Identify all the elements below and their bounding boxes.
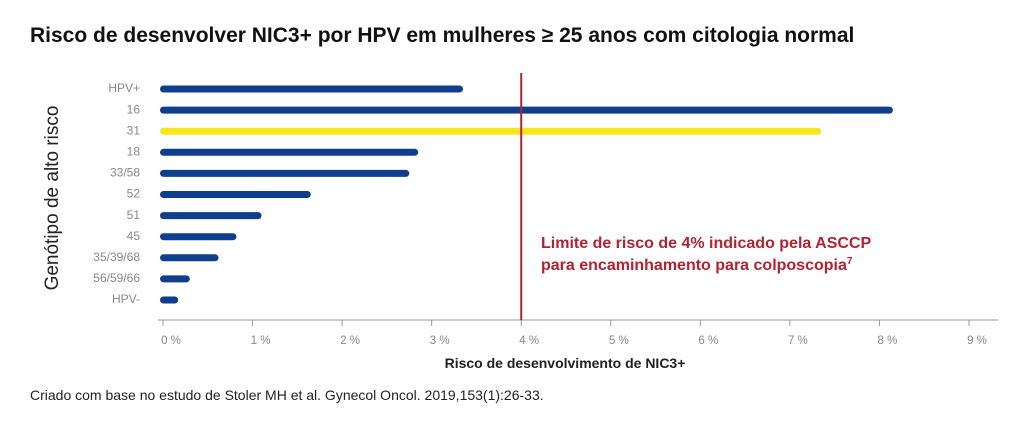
reference-superscript: 7 bbox=[847, 256, 853, 267]
category-label: 31 bbox=[127, 123, 141, 137]
x-tick-label: 0 % bbox=[161, 335, 181, 347]
reference-annotation: Limite de risco de 4% indicado pela ASCC… bbox=[541, 235, 871, 252]
category-label: 52 bbox=[127, 187, 141, 201]
category-label: HPV- bbox=[112, 292, 140, 306]
reference-annotation-line2: para encaminhamento para colposcopia bbox=[541, 257, 847, 274]
category-label: 45 bbox=[127, 229, 141, 243]
x-axis-label: Risco de desenvolvimento de NIC3+ bbox=[445, 355, 686, 371]
bar-hpv bbox=[160, 85, 464, 93]
category-label: 56/59/66 bbox=[93, 271, 140, 285]
y-axis-label: Genótipo de alto risco bbox=[42, 106, 63, 291]
category-label: 16 bbox=[127, 102, 141, 116]
reference-annotation-line1: Limite de risco de 4% indicado pela ASCC… bbox=[541, 235, 871, 252]
x-tick-label: 1 % bbox=[251, 335, 271, 347]
bars-group bbox=[160, 85, 893, 304]
bar-31 bbox=[160, 127, 822, 135]
bar-33-58 bbox=[160, 169, 410, 177]
category-label: 33/58 bbox=[110, 166, 140, 180]
category-label: HPV+ bbox=[108, 81, 140, 95]
x-tick-label: 8 % bbox=[878, 335, 898, 347]
x-tick-label: 5 % bbox=[609, 335, 629, 347]
chart-title: Risco de desenvolver NIC3+ por HPV em mu… bbox=[30, 24, 855, 47]
x-tick-label: 3 % bbox=[430, 335, 450, 347]
bar-35-39-68 bbox=[160, 254, 219, 262]
bar-51 bbox=[160, 212, 262, 220]
category-labels: HPV+ 16 31 18 33/58 52 51 45 35/39/68 56/59/66 HPV… bbox=[93, 81, 140, 306]
x-tick-label: 7 % bbox=[788, 335, 808, 347]
x-tick-label: 4 % bbox=[519, 335, 539, 347]
category-label: 35/39/68 bbox=[93, 250, 140, 264]
x-ticks: 0 % 1 % 2 % 3 % 4 % 5 % 6 % 7 % 8 % 9 % bbox=[161, 320, 987, 347]
bar-18 bbox=[160, 148, 419, 156]
bar-45 bbox=[160, 233, 237, 241]
bar-hpv bbox=[160, 296, 179, 304]
x-tick-label: 2 % bbox=[340, 335, 360, 347]
category-label: 51 bbox=[127, 208, 141, 222]
x-tick-label: 9 % bbox=[967, 335, 987, 347]
bar-16 bbox=[160, 106, 893, 114]
category-label: 18 bbox=[127, 144, 141, 158]
reference-annotation-2: para encaminhamento para colposcopia7 bbox=[541, 256, 853, 274]
bar-56-59-66 bbox=[160, 275, 190, 283]
x-tick-label: 6 % bbox=[698, 335, 718, 347]
source-note: Criado com base no estudo de Stoler MH e… bbox=[30, 387, 544, 403]
bar-52 bbox=[160, 191, 311, 198]
